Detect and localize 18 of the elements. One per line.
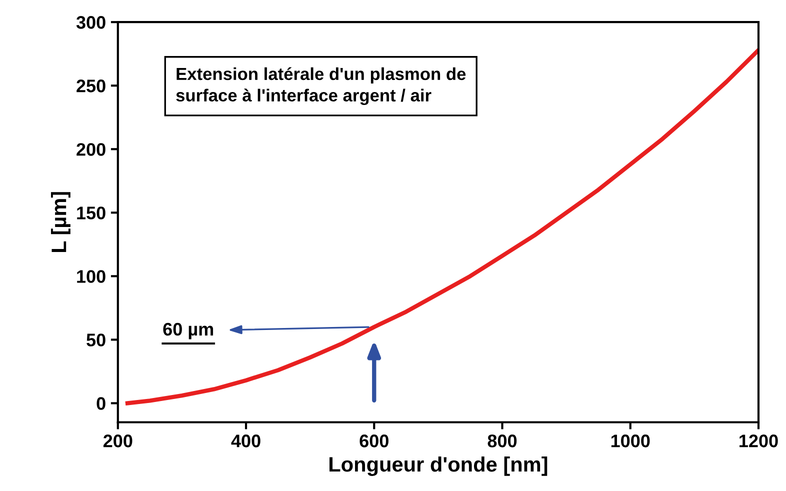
y-tick-label: 0 [96,397,106,410]
x-tick-label: 200 [103,434,132,448]
y-tick-label: 50 [86,334,106,346]
y-tick-label: 100 [77,270,106,283]
y-tick-label: 250 [76,80,106,92]
x-tick-label: 800 [488,434,517,448]
line-series [125,48,758,406]
annotation: Extension latérale d'un plasmon de surface à l'interface argent / air [176,67,466,106]
x-tick-label: 400 [231,434,260,448]
y-tick-label: 200 [76,143,106,156]
y-tick-label: 300 [76,16,106,29]
y-tick-label: 150 [77,206,106,220]
x-tick-label: 1000 [611,434,650,448]
x-tick-label: 600 [360,434,388,448]
annotation: 60 µm [163,322,214,340]
x-axis-title: Longueur d'onde [nm] [330,456,548,476]
y-axis-title: L [µm] [50,192,70,252]
x-tick-label: 1200 [740,434,778,448]
